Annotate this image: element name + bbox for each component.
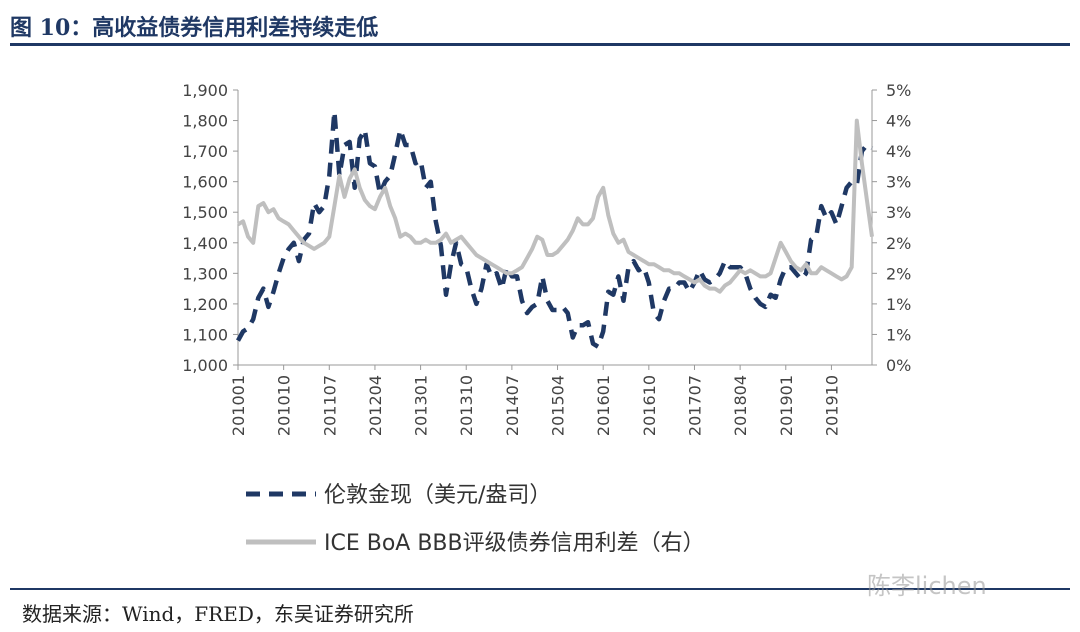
right-tick-label: 5% bbox=[886, 81, 911, 100]
spread-series-line bbox=[236, 118, 874, 294]
right-tick-label: 4% bbox=[886, 142, 911, 161]
right-tick-label: 3% bbox=[886, 203, 911, 222]
left-tick-label: 1,700 bbox=[182, 142, 228, 161]
x-tick-label: 201601 bbox=[594, 375, 613, 436]
x-tick-label: 201707 bbox=[685, 375, 704, 436]
left-tick-label: 1,900 bbox=[182, 81, 228, 100]
right-tick-label: 4% bbox=[886, 112, 911, 131]
title-rule bbox=[10, 43, 1070, 46]
x-tick-label: 201107 bbox=[320, 375, 339, 436]
legend-label: 伦敦金现（美元/盎司） bbox=[324, 483, 551, 508]
chart: 1,000 1,100 1,200 1,300 1,400 1,500 1,600 1,700… bbox=[182, 81, 911, 556]
left-tick-label: 1,000 bbox=[182, 356, 228, 375]
watermark: 陈李lichen bbox=[867, 572, 987, 600]
x-tick-label: 201407 bbox=[503, 375, 522, 436]
x-tick-label: 201610 bbox=[640, 375, 659, 436]
source-note: 数据来源：Wind，FRED，东吴证券研究所 bbox=[22, 602, 414, 626]
left-tick-label: 1,600 bbox=[182, 173, 228, 192]
x-tick-label: 201010 bbox=[275, 375, 294, 436]
right-tick-label: 1% bbox=[886, 295, 911, 314]
left-tick-label: 1,100 bbox=[182, 325, 228, 344]
chart-legend: 伦敦金现（美元/盎司） ICE BoA BBB评级债券信用利差（右） bbox=[246, 483, 705, 556]
x-tick-label: 201910 bbox=[822, 375, 841, 436]
x-tick-label: 201204 bbox=[366, 375, 385, 436]
x-tick-label: 201310 bbox=[457, 375, 476, 436]
right-tick-label: 2% bbox=[886, 234, 911, 253]
left-tick-label: 1,400 bbox=[182, 234, 228, 253]
chart-axes: 1,000 1,100 1,200 1,300 1,400 1,500 1,600 1,700… bbox=[182, 81, 911, 436]
left-tick-label: 1,800 bbox=[182, 112, 228, 131]
right-tick-label: 3% bbox=[886, 173, 911, 192]
gold-series-line bbox=[236, 109, 874, 349]
x-tick-label: 201901 bbox=[777, 375, 796, 436]
right-tick-label: 1% bbox=[886, 325, 911, 344]
right-tick-label: 0% bbox=[886, 356, 911, 375]
right-tick-label: 2% bbox=[886, 264, 911, 283]
x-tick-label: 201001 bbox=[229, 375, 248, 436]
left-tick-label: 1,300 bbox=[182, 264, 228, 283]
left-tick-label: 1,200 bbox=[182, 295, 228, 314]
legend-label: ICE BoA BBB评级债券信用利差（右） bbox=[324, 531, 705, 556]
x-tick-label: 201804 bbox=[731, 375, 750, 436]
left-tick-label: 1,500 bbox=[182, 203, 228, 222]
x-tick-label: 201504 bbox=[549, 375, 568, 436]
x-tick-label: 201301 bbox=[412, 375, 431, 436]
chart-series bbox=[236, 109, 874, 349]
footer-rule bbox=[10, 588, 1070, 590]
figure-title: 图 10：高收益债券信用利差持续走低 bbox=[10, 15, 379, 41]
